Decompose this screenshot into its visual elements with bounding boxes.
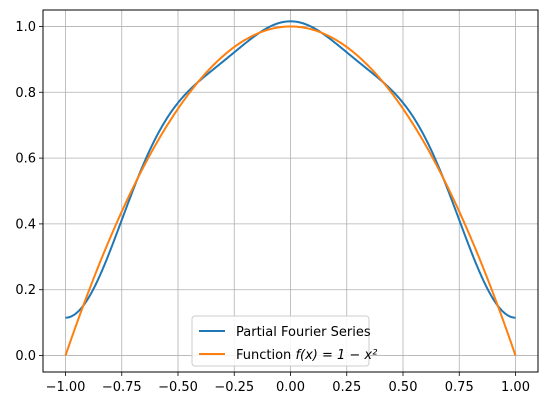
y-tick-label: 0.2 [15,283,36,298]
legend-box [191,315,370,367]
x-tick-label: −0.25 [214,380,254,395]
x-tick-label: 0.00 [276,380,305,395]
grid-lines [43,10,538,372]
y-tick-label: 0.6 [15,152,36,167]
legend-label-function: Function f(x) = 1 − x² [236,348,377,363]
legend-label-fourier: Partial Fourier Series [236,325,371,340]
x-tick-label: 0.75 [445,380,474,395]
legend-label-function-prefix: Function [236,348,295,363]
y-tick-label: 0.0 [15,349,36,364]
series-line-function [64,25,517,356]
x-tick-label: −1.00 [46,380,86,395]
x-tick-label: 1.00 [501,380,530,395]
x-tick-label: −0.50 [158,380,198,395]
y-tick-label: 0.4 [15,217,36,232]
y-tick-label: 0.8 [15,86,36,101]
y-tick-label: 1.0 [15,20,36,35]
y-axis-ticks: 0.0 0.2 0.4 0.6 0.8 1.0 [15,20,43,364]
x-tick-label: 0.25 [332,380,361,395]
series-lines [64,20,517,356]
legend: Partial Fourier Series Function f(x) = 1… [191,315,377,367]
x-axis-ticks: −1.00 −0.75 −0.50 −0.25 0.00 0.25 0.50 0.75 1.00 [46,372,530,395]
legend-label-function-math: f(x) = 1 − x² [295,348,377,363]
x-tick-label: 0.50 [389,380,418,395]
x-tick-label: −0.75 [102,380,142,395]
